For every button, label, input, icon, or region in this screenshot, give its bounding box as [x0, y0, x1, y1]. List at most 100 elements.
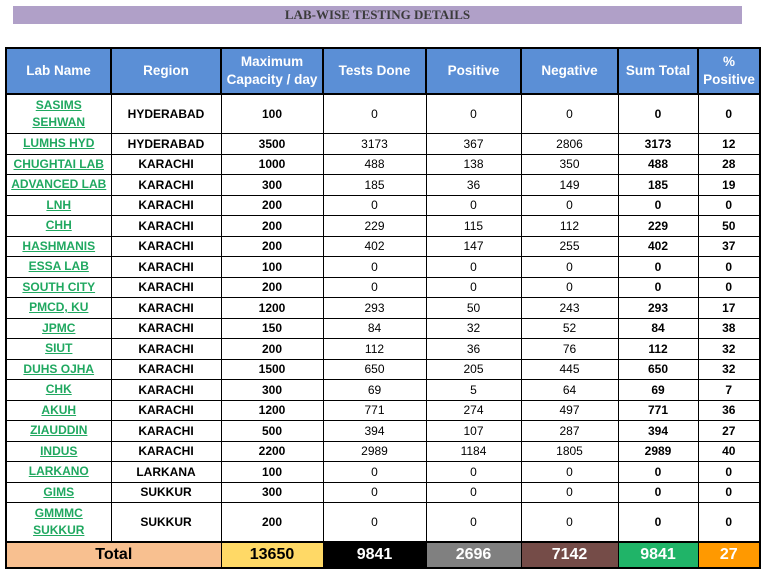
cell-percent-positive: 40 — [697, 440, 761, 462]
lab-link[interactable]: ZIAUDDIN — [30, 423, 88, 438]
total-negative: 7142 — [520, 541, 619, 569]
cell-sum-total: 0 — [617, 93, 699, 134]
table-row: GMMMC SUKKUR SUKKUR 200 0 0 0 0 0 — [5, 502, 761, 543]
cell-negative: 1805 — [520, 440, 619, 462]
cell-tests-done: 0 — [322, 256, 427, 278]
cell-lab-name: CHH — [5, 215, 112, 237]
cell-percent-positive: 0 — [697, 461, 761, 483]
cell-sum-total: 0 — [617, 461, 699, 483]
cell-percent-positive: 0 — [697, 276, 761, 298]
cell-max-capacity: 2200 — [220, 440, 324, 462]
lab-link[interactable]: CHH — [45, 218, 72, 233]
cell-tests-done: 0 — [322, 194, 427, 216]
table-row: JPMC KARACHI 150 84 32 52 84 38 — [5, 317, 761, 339]
header-negative: Negative — [520, 47, 619, 95]
cell-region: KARACHI — [110, 297, 222, 319]
cell-max-capacity: 200 — [220, 235, 324, 257]
table-row: GIMS SUKKUR 300 0 0 0 0 0 — [5, 481, 761, 503]
cell-negative: 350 — [520, 153, 619, 175]
total-row: Total 13650 9841 2696 7142 9841 27 — [5, 541, 761, 569]
cell-lab-name: ADVANCED LAB — [5, 174, 112, 196]
cell-region: HYDERABAD — [110, 93, 222, 134]
header-percent-positive: % Positive — [697, 47, 761, 95]
cell-negative: 0 — [520, 481, 619, 503]
cell-sum-total: 185 — [617, 174, 699, 196]
cell-positive: 0 — [425, 256, 522, 278]
cell-negative: 445 — [520, 358, 619, 380]
cell-tests-done: 2989 — [322, 440, 427, 462]
cell-tests-done: 0 — [322, 461, 427, 483]
cell-negative: 0 — [520, 256, 619, 278]
lab-link[interactable]: CHUGHTAI LAB — [13, 156, 104, 171]
cell-negative: 0 — [520, 461, 619, 483]
cell-tests-done: 293 — [322, 297, 427, 319]
cell-lab-name: DUHS OJHA — [5, 358, 112, 380]
cell-max-capacity: 1500 — [220, 358, 324, 380]
cell-region: SUKKUR — [110, 481, 222, 503]
cell-negative: 497 — [520, 399, 619, 421]
cell-sum-total: 2989 — [617, 440, 699, 462]
total-percent-positive: 27 — [697, 541, 761, 569]
lab-link[interactable]: SOUTH CITY — [22, 279, 96, 294]
cell-percent-positive: 28 — [697, 153, 761, 175]
cell-region: KARACHI — [110, 194, 222, 216]
cell-percent-positive: 0 — [697, 256, 761, 278]
lab-link[interactable]: AKUH — [41, 402, 77, 417]
lab-link[interactable]: GIMS — [43, 484, 75, 499]
lab-link[interactable]: INDUS — [40, 443, 78, 458]
cell-percent-positive: 0 — [697, 194, 761, 216]
cell-positive: 32 — [425, 317, 522, 339]
lab-link[interactable]: SASIMS SEHWAN — [32, 98, 86, 129]
lab-link[interactable]: LNH — [46, 197, 72, 212]
cell-sum-total: 0 — [617, 276, 699, 298]
lab-link[interactable]: GMMMC SUKKUR — [33, 506, 85, 537]
table-row: SIUT KARACHI 200 112 36 76 112 32 — [5, 338, 761, 360]
table-row: SASIMS SEHWAN HYDERABAD 100 0 0 0 0 0 — [5, 93, 761, 134]
cell-lab-name: INDUS — [5, 440, 112, 462]
cell-positive: 147 — [425, 235, 522, 257]
cell-lab-name: GMMMC SUKKUR — [5, 502, 112, 543]
cell-tests-done: 185 — [322, 174, 427, 196]
cell-region: HYDERABAD — [110, 133, 222, 155]
table-row: DUHS OJHA KARACHI 1500 650 205 445 650 32 — [5, 358, 761, 380]
cell-max-capacity: 3500 — [220, 133, 324, 155]
cell-lab-name: HASHMANIS — [5, 235, 112, 257]
cell-negative: 0 — [520, 93, 619, 134]
lab-link[interactable]: JPMC — [42, 320, 76, 335]
cell-sum-total: 402 — [617, 235, 699, 257]
cell-percent-positive: 50 — [697, 215, 761, 237]
cell-positive: 0 — [425, 502, 522, 543]
cell-max-capacity: 100 — [220, 461, 324, 483]
cell-lab-name: SOUTH CITY — [5, 276, 112, 298]
lab-link[interactable]: HASHMANIS — [22, 238, 96, 253]
cell-tests-done: 0 — [322, 481, 427, 503]
cell-positive: 36 — [425, 174, 522, 196]
lab-link[interactable]: LUMHS HYD — [23, 136, 95, 151]
cell-region: KARACHI — [110, 338, 222, 360]
cell-region: KARACHI — [110, 440, 222, 462]
header-lab-name: Lab Name — [5, 47, 112, 95]
header-max-capacity: Maximum Capacity / day — [220, 47, 324, 95]
table-row: HASHMANIS KARACHI 200 402 147 255 402 37 — [5, 235, 761, 257]
cell-percent-positive: 32 — [697, 338, 761, 360]
lab-link[interactable]: SIUT — [45, 341, 73, 356]
total-max-capacity: 13650 — [220, 541, 324, 569]
lab-link[interactable]: CHK — [45, 382, 72, 397]
lab-link[interactable]: PMCD, KU — [29, 300, 89, 315]
cell-region: KARACHI — [110, 379, 222, 401]
cell-sum-total: 84 — [617, 317, 699, 339]
lab-link[interactable]: ADVANCED LAB — [11, 177, 107, 192]
lab-link[interactable]: DUHS OJHA — [23, 361, 95, 376]
cell-positive: 0 — [425, 276, 522, 298]
table-row: LUMHS HYD HYDERABAD 3500 3173 367 2806 3173 12 — [5, 133, 761, 155]
cell-region: KARACHI — [110, 153, 222, 175]
cell-sum-total: 69 — [617, 379, 699, 401]
lab-link[interactable]: LARKANO — [28, 464, 89, 479]
table-row: LNH KARACHI 200 0 0 0 0 0 — [5, 194, 761, 216]
cell-max-capacity: 200 — [220, 194, 324, 216]
cell-sum-total: 0 — [617, 481, 699, 503]
cell-negative: 255 — [520, 235, 619, 257]
cell-negative: 0 — [520, 194, 619, 216]
lab-link[interactable]: ESSA LAB — [28, 259, 89, 274]
cell-max-capacity: 200 — [220, 215, 324, 237]
